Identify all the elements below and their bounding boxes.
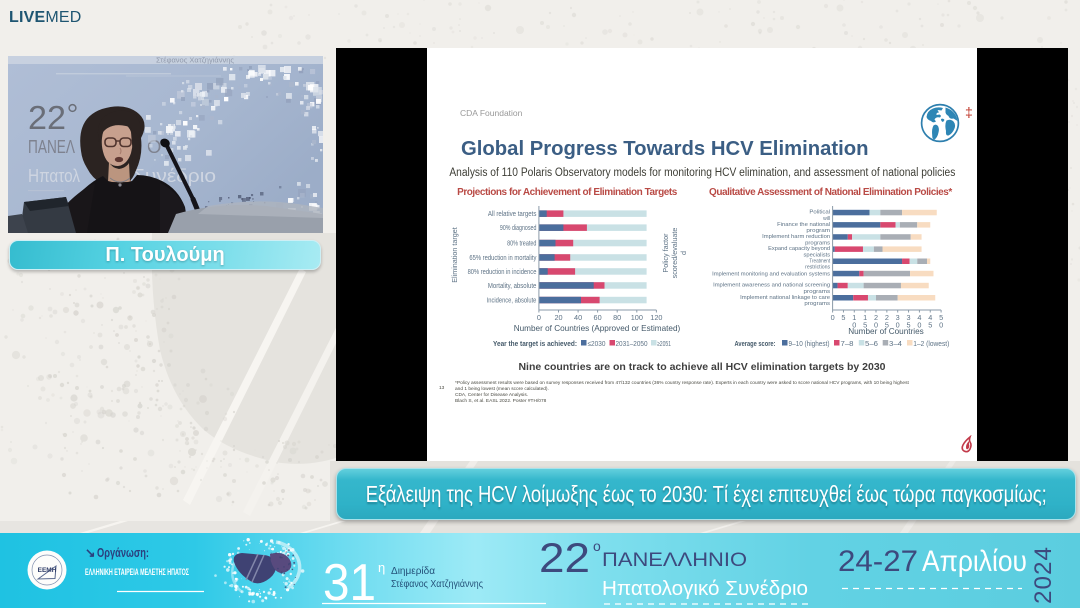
svg-text:Number of Countries: Number of Countries bbox=[848, 327, 924, 336]
svg-text:ΕΕΜΗ: ΕΕΜΗ bbox=[38, 567, 57, 574]
svg-text:Treatment: Treatment bbox=[809, 258, 830, 264]
svg-text:Policy factorscored/evaluated: Policy factorscored/evaluated bbox=[661, 228, 688, 279]
svg-text:0: 0 bbox=[917, 321, 921, 330]
svg-text:η: η bbox=[378, 560, 385, 575]
svg-text:All relative targets: All relative targets bbox=[488, 211, 537, 218]
svg-text:will: will bbox=[822, 216, 830, 222]
svg-text:5: 5 bbox=[885, 321, 889, 330]
svg-text:Finance the national: Finance the national bbox=[777, 222, 830, 228]
svg-text:5: 5 bbox=[863, 321, 867, 330]
svg-text:4: 4 bbox=[928, 313, 932, 322]
svg-text:Political: Political bbox=[809, 210, 830, 216]
svg-text:1–2 (lowest): 1–2 (lowest) bbox=[913, 339, 949, 348]
svg-text:5: 5 bbox=[907, 321, 911, 330]
svg-text:Στέφανος Χατζηγιάννης: Στέφανος Χατζηγιάννης bbox=[391, 578, 483, 590]
svg-text:1: 1 bbox=[852, 313, 856, 322]
svg-text:4: 4 bbox=[917, 313, 921, 322]
svg-text:5: 5 bbox=[841, 313, 845, 322]
svg-text:programs: programs bbox=[804, 301, 830, 307]
svg-text:1: 1 bbox=[863, 313, 867, 322]
svg-text:specialists: specialists bbox=[804, 252, 831, 258]
svg-text:Ηπατολογικό Συνέδριο: Ηπατολογικό Συνέδριο bbox=[602, 577, 808, 600]
svg-text:100: 100 bbox=[631, 313, 643, 322]
svg-text:Implement harm reduction: Implement harm reduction bbox=[762, 234, 830, 240]
svg-text:3: 3 bbox=[896, 313, 900, 322]
svg-text:80: 80 bbox=[613, 313, 621, 322]
svg-text:24-27: 24-27 bbox=[838, 545, 918, 578]
svg-text:o: o bbox=[593, 538, 601, 554]
svg-text:Ηπατολ: Ηπατολ bbox=[28, 165, 81, 186]
svg-text:Expand capacity beyond: Expand capacity beyond bbox=[768, 246, 830, 252]
svg-text:Elimination target: Elimination target bbox=[450, 227, 459, 283]
svg-text:2: 2 bbox=[885, 313, 889, 322]
svg-text:0: 0 bbox=[939, 321, 943, 330]
svg-text:3: 3 bbox=[907, 313, 911, 322]
svg-text:restrictions: restrictions bbox=[805, 265, 830, 271]
svg-text:3–4: 3–4 bbox=[889, 339, 902, 348]
svg-text:Number of Countries (Approved: Number of Countries (Approved or Estimat… bbox=[514, 324, 681, 333]
svg-text:90% diagnosed: 90% diagnosed bbox=[500, 225, 537, 232]
svg-text:22: 22 bbox=[539, 534, 590, 581]
svg-text:Στέφανος Χατζηγιάννης: Στέφανος Χατζηγιάννης bbox=[156, 56, 234, 65]
svg-text:Mortality, absolute: Mortality, absolute bbox=[488, 283, 537, 290]
svg-text:20: 20 bbox=[554, 313, 562, 322]
svg-text:80% treated: 80% treated bbox=[507, 241, 536, 248]
svg-text:5–6: 5–6 bbox=[865, 339, 878, 348]
svg-text:2031–2050: 2031–2050 bbox=[616, 339, 648, 348]
svg-text:0: 0 bbox=[874, 321, 878, 330]
svg-text:ΕΛΛΗΝΙΚΗ ΕΤΑΙΡΕΙΑ ΜΕΛΕΤΗΣ ΗΠΑΤ: ΕΛΛΗΝΙΚΗ ΕΤΑΙΡΕΙΑ ΜΕΛΕΤΗΣ ΗΠΑΤΟΣ bbox=[85, 567, 189, 578]
svg-text:9–10 (highest): 9–10 (highest) bbox=[789, 339, 830, 348]
svg-text:Οργάνωση:: Οργάνωση: bbox=[97, 546, 149, 560]
svg-text:ΠΑΝΕΛ: ΠΑΝΕΛ bbox=[28, 136, 75, 157]
svg-text:program: program bbox=[806, 228, 830, 234]
svg-text:≥2051: ≥2051 bbox=[657, 339, 671, 348]
svg-text:Implement national linkage to: Implement national linkage to care bbox=[740, 295, 830, 301]
svg-text:40: 40 bbox=[574, 313, 582, 322]
svg-text:0: 0 bbox=[852, 321, 856, 330]
svg-text:0: 0 bbox=[896, 321, 900, 330]
svg-text:programs: programs bbox=[805, 240, 830, 246]
svg-text:31: 31 bbox=[323, 554, 376, 608]
svg-text:5: 5 bbox=[939, 313, 943, 322]
svg-text:2024: 2024 bbox=[1030, 546, 1057, 604]
svg-text:0: 0 bbox=[537, 313, 541, 322]
svg-text:60: 60 bbox=[594, 313, 602, 322]
svg-text:5: 5 bbox=[928, 321, 932, 330]
svg-text:ΠΑΝΕΛΛΗΝΙΟ: ΠΑΝΕΛΛΗΝΙΟ bbox=[602, 549, 747, 571]
svg-text:Implement awareness and nation: Implement awareness and national screeni… bbox=[713, 283, 830, 289]
svg-text:≤2030: ≤2030 bbox=[588, 339, 606, 348]
svg-text:65% reduction in mortality: 65% reduction in mortality bbox=[469, 255, 536, 262]
svg-text:Average score:: Average score: bbox=[735, 339, 776, 348]
svg-text:22: 22 bbox=[28, 99, 66, 136]
svg-text:2: 2 bbox=[874, 313, 878, 322]
svg-text:0: 0 bbox=[831, 313, 835, 322]
svg-text:Year the target is achieved:: Year the target is achieved: bbox=[493, 339, 577, 348]
svg-text:Διημερίδα: Διημερίδα bbox=[391, 565, 435, 577]
svg-text:80% reduction in incidence: 80% reduction in incidence bbox=[468, 269, 537, 276]
svg-text:Incidence, absolute: Incidence, absolute bbox=[487, 298, 537, 305]
svg-text:120: 120 bbox=[650, 313, 662, 322]
svg-text:Implement monitoring and evalu: Implement monitoring and evaluation syst… bbox=[712, 272, 830, 278]
svg-text:↘: ↘ bbox=[85, 546, 95, 560]
svg-text:Απριλίου: Απριλίου bbox=[922, 545, 1027, 578]
svg-text:programs: programs bbox=[804, 289, 831, 295]
svg-text:7–8: 7–8 bbox=[841, 339, 854, 348]
